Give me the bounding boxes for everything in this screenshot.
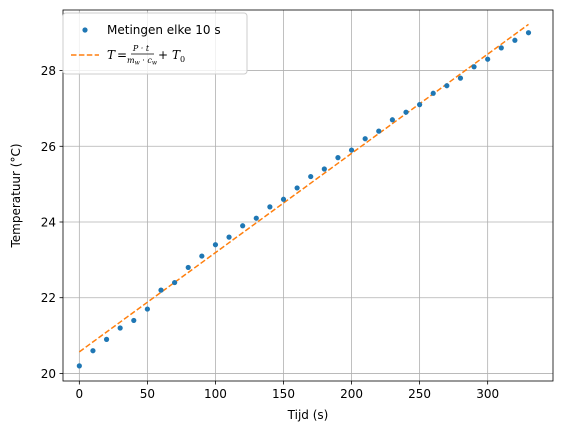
data-point bbox=[430, 90, 436, 96]
data-point bbox=[280, 196, 287, 202]
data-point bbox=[117, 325, 123, 331]
data-point bbox=[403, 109, 409, 115]
x-tick-label: 100 bbox=[204, 387, 227, 401]
legend-formula-lhs: T bbox=[107, 48, 116, 62]
x-tick-label: 50 bbox=[140, 387, 155, 401]
data-point bbox=[321, 166, 327, 172]
data-point bbox=[172, 279, 178, 286]
data-point bbox=[525, 30, 532, 36]
x-tick-label: 0 bbox=[76, 387, 84, 401]
legend-formula-plus: + bbox=[158, 48, 168, 62]
y-tick-label: 20 bbox=[41, 367, 56, 381]
x-tick-label: 300 bbox=[476, 387, 499, 401]
x-tick-label: 200 bbox=[340, 387, 363, 401]
data-point bbox=[348, 147, 355, 153]
legend-marker-measurements bbox=[82, 27, 88, 33]
data-point bbox=[226, 234, 232, 240]
legend-box bbox=[62, 12, 248, 75]
data-point bbox=[212, 242, 219, 248]
data-point bbox=[335, 155, 341, 161]
x-axis-label: Tijd (s) bbox=[287, 408, 329, 422]
data-point bbox=[444, 83, 450, 89]
data-point bbox=[240, 223, 246, 229]
legend-formula-numerator: P · t bbox=[132, 44, 150, 53]
data-point bbox=[199, 253, 205, 259]
legend-label-measurements: Metingen elke 10 s bbox=[107, 23, 221, 37]
legend-formula-equals: = bbox=[117, 48, 127, 62]
y-axis-label: Temperatuur (°C) bbox=[9, 143, 23, 248]
data-point bbox=[90, 348, 96, 354]
data-point bbox=[362, 136, 368, 142]
y-tick-label: 24 bbox=[41, 216, 56, 230]
data-point bbox=[376, 128, 382, 134]
series-layer bbox=[76, 23, 532, 369]
plot-frame bbox=[62, 9, 554, 382]
data-point bbox=[485, 56, 491, 62]
data-point bbox=[417, 102, 423, 108]
data-point bbox=[308, 173, 314, 180]
data-point bbox=[185, 264, 191, 271]
data-point bbox=[253, 215, 259, 221]
data-point bbox=[158, 287, 164, 293]
y-axis-ticks: 20 22 24 26 28 bbox=[41, 64, 63, 381]
data-point bbox=[131, 317, 137, 324]
y-tick-label: 28 bbox=[41, 64, 56, 78]
x-tick-label: 150 bbox=[272, 387, 295, 401]
y-tick-label: 26 bbox=[41, 140, 56, 154]
data-point bbox=[457, 75, 464, 81]
data-point bbox=[103, 336, 110, 342]
y-tick-label: 22 bbox=[41, 291, 56, 305]
x-tick-label: 250 bbox=[408, 387, 431, 401]
legend: Metingen elke 10 s T = P · t mw · cw + T… bbox=[62, 12, 248, 75]
data-point bbox=[389, 117, 395, 123]
data-point bbox=[512, 37, 518, 43]
data-point bbox=[76, 363, 82, 369]
data-point bbox=[294, 185, 300, 191]
data-point bbox=[498, 45, 504, 51]
model-line bbox=[78, 23, 529, 353]
data-point bbox=[471, 64, 477, 70]
legend-formula-denominator: mw · cw bbox=[127, 56, 158, 67]
data-point bbox=[267, 204, 273, 210]
data-point bbox=[144, 306, 150, 312]
x-axis-ticks: 0 50 100 150 200 250 300 bbox=[76, 381, 499, 401]
